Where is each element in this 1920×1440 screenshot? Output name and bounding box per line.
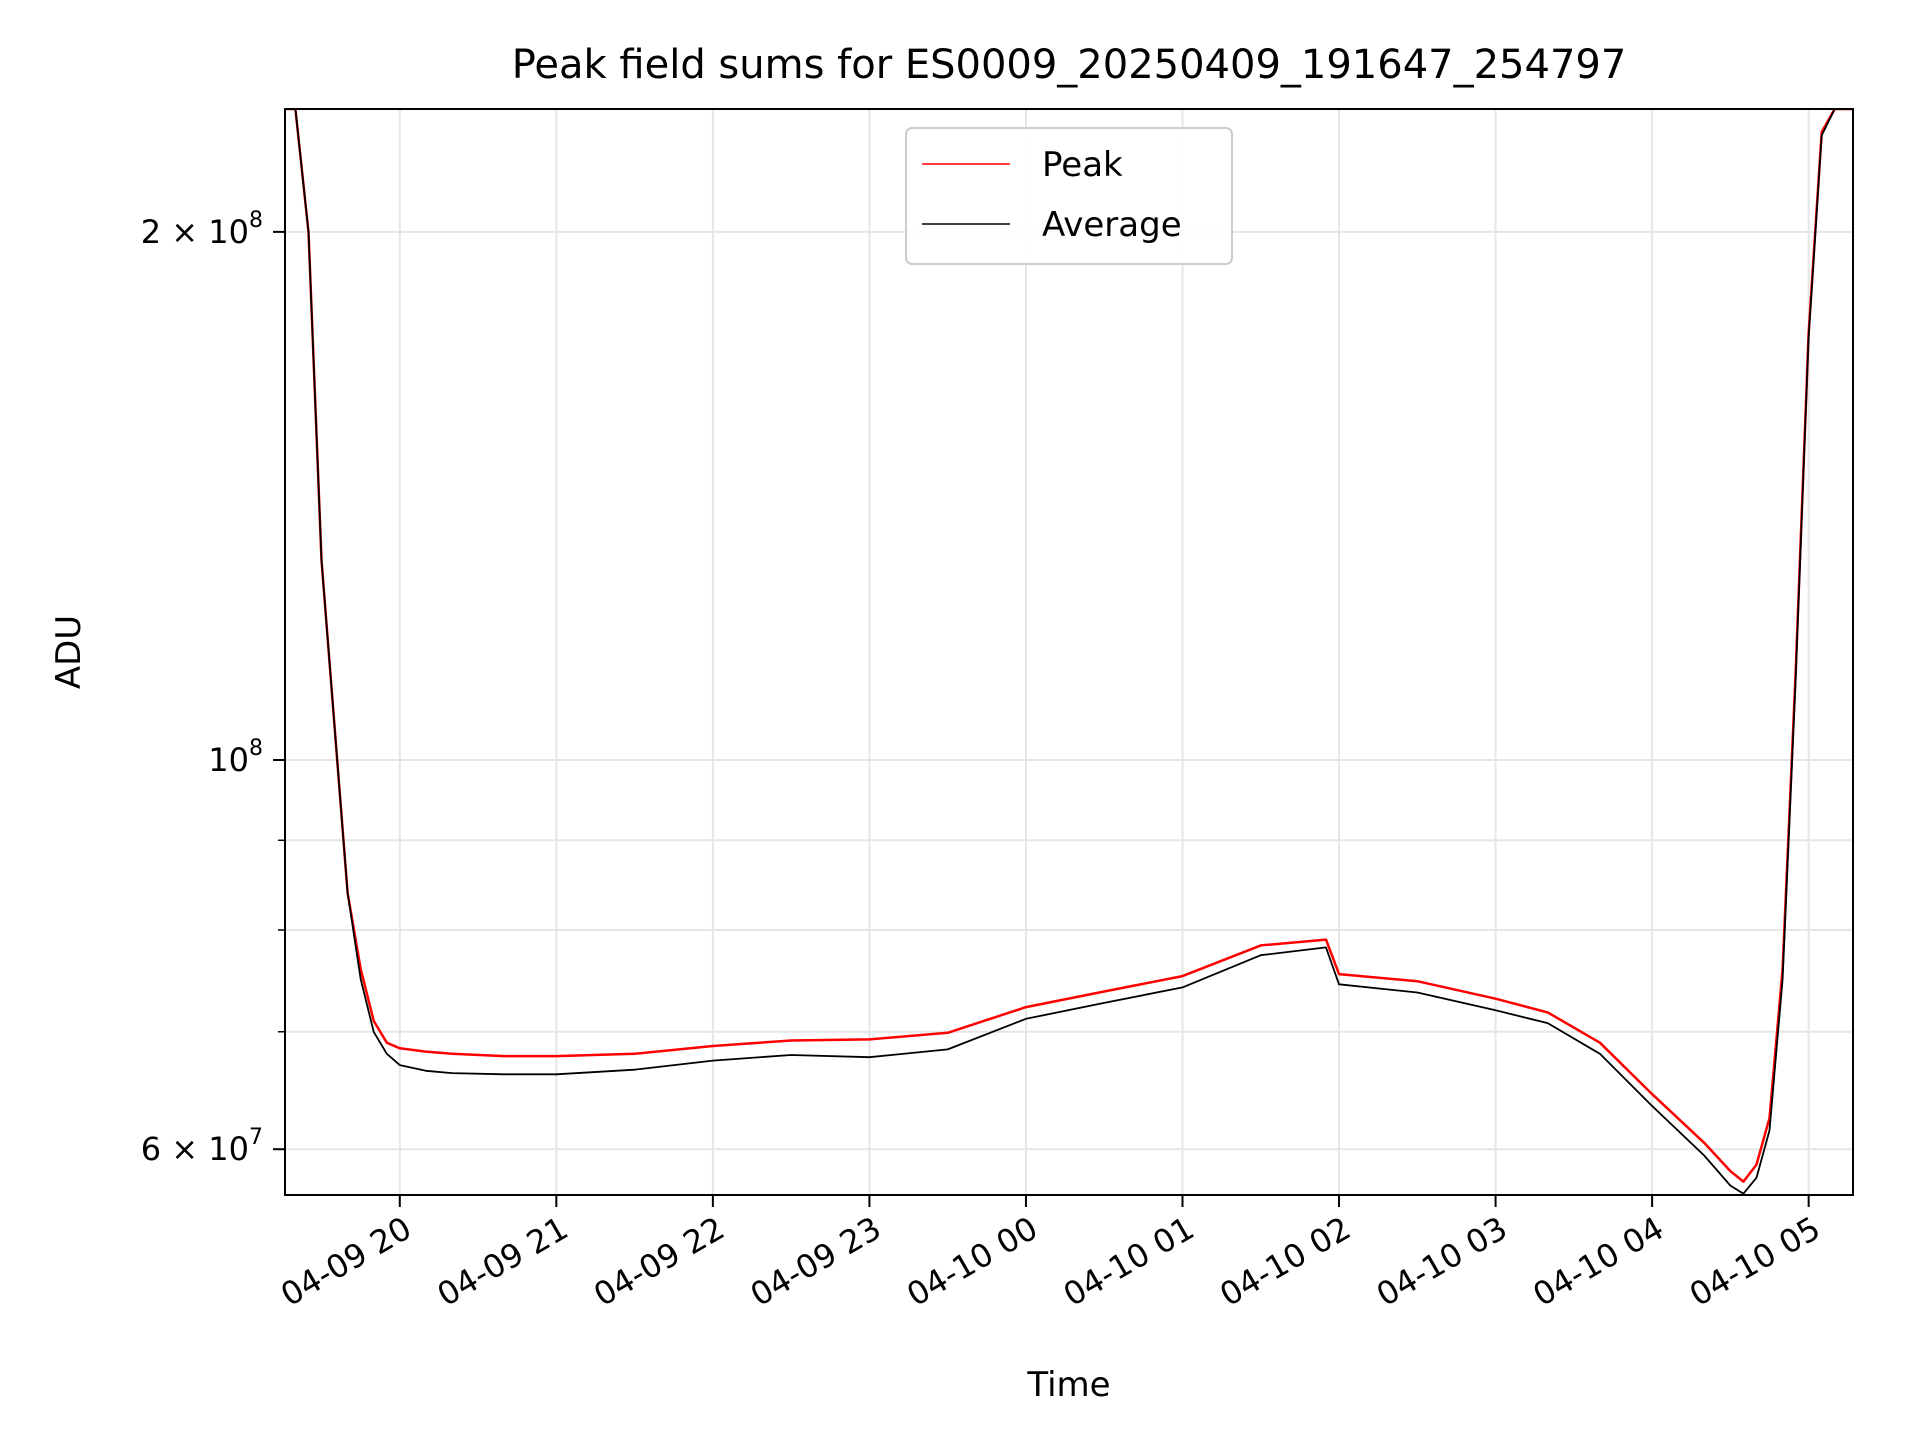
y-axis: 6 × 107 108 2 × 108 bbox=[141, 208, 285, 1168]
y-tick-label: 6 × 107 bbox=[141, 1125, 263, 1168]
series-layer bbox=[285, 109, 1853, 1195]
series-line-average bbox=[285, 109, 1853, 1195]
legend: Peak Average bbox=[905, 127, 1233, 265]
chart-title: Peak field sums for ES0009_20250409_1916… bbox=[512, 42, 1627, 88]
x-axis-label: Time bbox=[1026, 1365, 1110, 1405]
grid bbox=[285, 109, 1853, 1195]
y-tick-label: 108 bbox=[208, 736, 263, 779]
series-line-peak bbox=[285, 109, 1853, 1183]
legend-label-peak: Peak bbox=[1042, 145, 1123, 185]
plot-frame bbox=[284, 108, 1854, 1196]
legend-box bbox=[905, 127, 1233, 265]
y-tick-label: 2 × 108 bbox=[141, 208, 263, 251]
legend-label-average: Average bbox=[1042, 205, 1182, 245]
y-axis-label: ADU bbox=[49, 615, 89, 689]
